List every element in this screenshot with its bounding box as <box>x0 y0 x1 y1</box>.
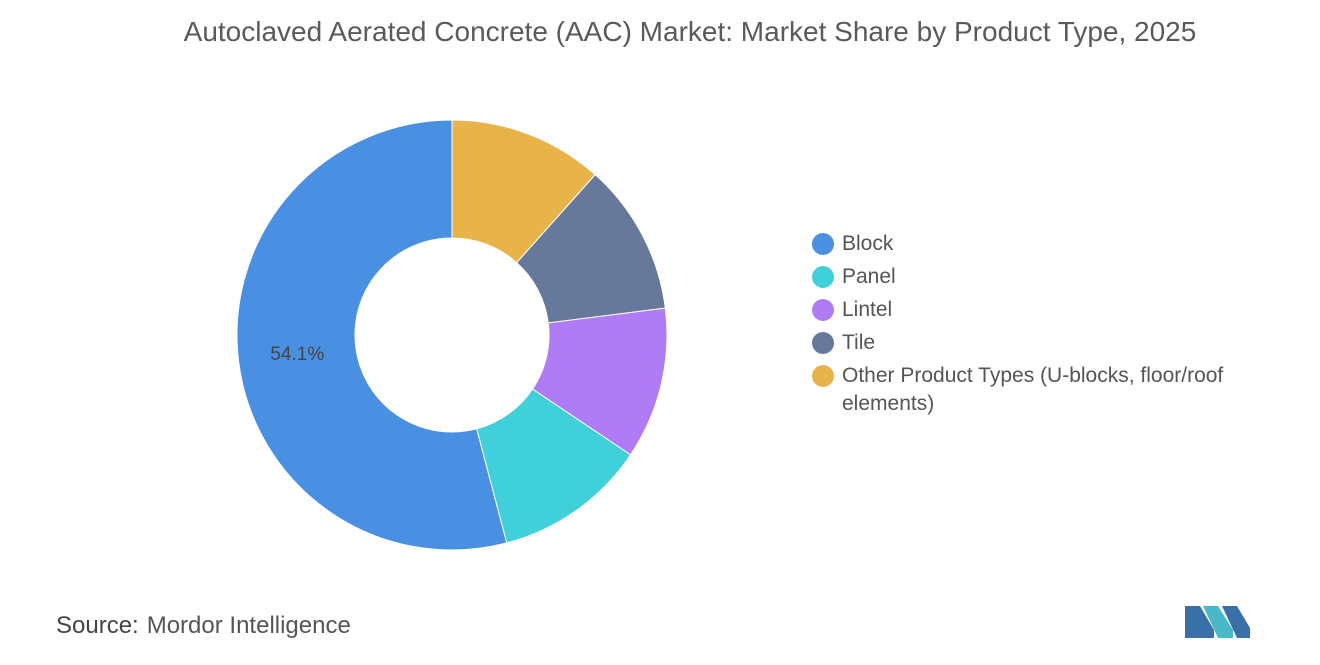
legend-swatch <box>812 266 834 288</box>
source-label: Source: <box>56 612 139 639</box>
data-label: 54.1% <box>270 344 324 365</box>
legend-label: Block <box>842 232 894 255</box>
slice <box>236 119 508 551</box>
legend-item: Panel <box>812 263 1272 291</box>
legend-label: Tile <box>842 331 876 354</box>
source-text: Mordor Intelligence <box>146 612 351 639</box>
legend-label: Lintel <box>842 298 893 321</box>
legend-swatch <box>812 233 834 255</box>
logo <box>1185 606 1250 638</box>
source: Source: Mordor Intelligence <box>56 612 351 640</box>
legend-swatch <box>812 332 834 354</box>
legend-swatch <box>812 365 834 387</box>
legend-label: Panel <box>842 265 896 288</box>
chart-title: Autoclaved Aerated Concrete (AAC) Market… <box>183 16 1197 47</box>
legend-item: Tile <box>812 329 1272 357</box>
legend-swatch <box>812 299 834 321</box>
legend-item: Lintel <box>812 296 1272 324</box>
legend: Block Panel Lintel Tile Other Product Types … <box>812 230 1272 423</box>
legend-item: Other Product Types (U-blocks, floor/roo… <box>812 362 1272 418</box>
slice <box>451 119 596 264</box>
legend-label: Other Product Types (U-blocks, floor/roo… <box>842 364 1224 415</box>
legend-item: Block <box>812 230 1272 258</box>
